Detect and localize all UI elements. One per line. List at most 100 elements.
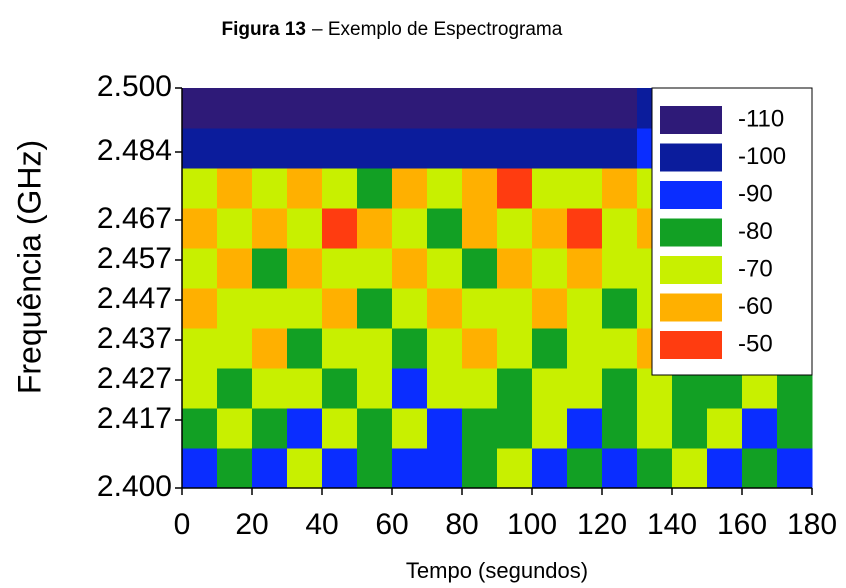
cell	[427, 88, 463, 129]
cell	[322, 448, 358, 489]
cell	[217, 448, 253, 489]
cell	[287, 448, 323, 489]
cell	[462, 208, 498, 249]
cell	[392, 288, 428, 329]
legend-label: -80	[738, 218, 773, 245]
x-tick-label: 40	[305, 508, 338, 541]
x-axis-label: Tempo (segundos)	[406, 558, 588, 583]
cell	[427, 168, 463, 209]
cell	[392, 248, 428, 289]
cell	[357, 288, 393, 329]
cell	[427, 248, 463, 289]
cell	[427, 368, 463, 409]
cell	[532, 408, 568, 449]
cell	[182, 168, 218, 209]
cell	[637, 408, 673, 449]
cell	[252, 408, 288, 449]
cell	[252, 448, 288, 489]
cell	[777, 408, 813, 449]
axes: 2.400 2.417 2.427 2.437 2.447 2.457 2.467 2.484…	[97, 70, 837, 541]
legend: -110 -100 -90 -80 -70 -60 -50	[651, 87, 813, 376]
cell	[532, 128, 568, 169]
x-tick-label: 0	[174, 508, 191, 541]
cell	[497, 248, 533, 289]
cell	[462, 368, 498, 409]
x-tick-label: 120	[577, 508, 627, 541]
cell	[567, 248, 603, 289]
legend-swatch	[660, 256, 722, 284]
cell	[532, 328, 568, 369]
cell	[672, 448, 708, 489]
cell	[497, 208, 533, 249]
cell	[497, 88, 533, 129]
cell	[252, 248, 288, 289]
cell	[217, 408, 253, 449]
cell	[532, 448, 568, 489]
cell	[252, 208, 288, 249]
cell	[567, 88, 603, 129]
legend-swatch	[660, 331, 722, 359]
cell	[322, 88, 358, 129]
cell	[602, 288, 638, 329]
cell	[497, 328, 533, 369]
cell	[602, 128, 638, 169]
cell	[427, 448, 463, 489]
figure-label: Figura 13	[222, 19, 306, 40]
cell	[707, 408, 743, 449]
cell	[287, 208, 323, 249]
cell	[357, 408, 393, 449]
cell	[637, 448, 673, 489]
cell	[427, 288, 463, 329]
cell	[392, 408, 428, 449]
legend-swatch	[660, 181, 722, 209]
cell	[392, 328, 428, 369]
cell	[217, 288, 253, 329]
cell	[322, 128, 358, 169]
x-tick-label: 160	[717, 508, 767, 541]
cell	[497, 408, 533, 449]
cell	[252, 88, 288, 129]
x-tick-label: 180	[787, 508, 837, 541]
cell	[462, 408, 498, 449]
y-tick-label: 2.400	[97, 470, 172, 503]
y-tick-label: 2.484	[97, 134, 172, 167]
y-tick-label: 2.457	[97, 242, 172, 275]
cell	[392, 88, 428, 129]
heatmap	[182, 88, 813, 489]
cell	[182, 88, 218, 129]
cell	[602, 408, 638, 449]
y-axis-label: Frequência (GHz)	[11, 140, 47, 394]
cell	[357, 208, 393, 249]
legend-swatch	[660, 106, 722, 134]
cell	[462, 128, 498, 169]
cell	[462, 448, 498, 489]
x-tick-label: 100	[507, 508, 557, 541]
cell	[567, 408, 603, 449]
cell	[532, 248, 568, 289]
cell	[182, 248, 218, 289]
cell	[357, 368, 393, 409]
cell	[182, 288, 218, 329]
cell	[707, 448, 743, 489]
cell	[322, 328, 358, 369]
chart-title: – Exemplo de Espectrograma	[312, 19, 563, 40]
cell	[602, 168, 638, 209]
cell	[497, 168, 533, 209]
cell	[532, 368, 568, 409]
y-tick-label: 2.427	[97, 362, 172, 395]
cell	[497, 288, 533, 329]
cell	[217, 88, 253, 129]
cell	[567, 448, 603, 489]
cell	[252, 128, 288, 169]
cell	[357, 168, 393, 209]
cell	[532, 88, 568, 129]
cell	[182, 368, 218, 409]
cell	[322, 368, 358, 409]
cell	[217, 168, 253, 209]
y-tick-label: 2.467	[97, 202, 172, 235]
cell	[567, 128, 603, 169]
cell	[287, 168, 323, 209]
cell	[182, 208, 218, 249]
cell	[322, 408, 358, 449]
cell	[217, 328, 253, 369]
